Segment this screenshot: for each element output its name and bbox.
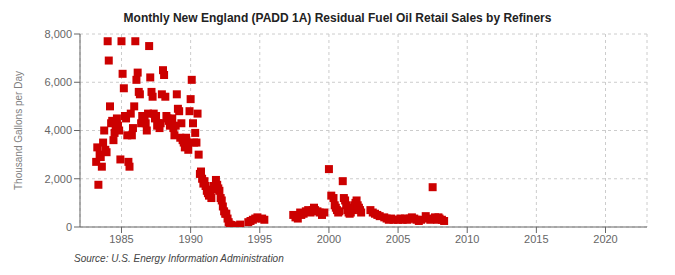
svg-text:Thousand Gallons per Day: Thousand Gallons per Day [13,71,24,190]
svg-text:8,000: 8,000 [44,28,72,40]
html-text:Monthly New England (PADD 1A): Monthly New England (PADD 1A) Residual F… [123,11,552,25]
svg-text:1985: 1985 [109,233,133,245]
svg-text:2020: 2020 [593,233,617,245]
svg-text:2015: 2015 [524,233,548,245]
svg-text:6,000: 6,000 [44,76,72,88]
svg-text:2010: 2010 [455,233,479,245]
svg-text:2005: 2005 [386,233,410,245]
html-text:Source: U.S. Energy Informatio: Source: U.S. Energy Information Administ… [74,253,284,264]
svg-text:4,000: 4,000 [44,124,72,136]
svg-text:2000: 2000 [317,233,341,245]
svg-text:2,000: 2,000 [44,173,72,185]
svg-text:1990: 1990 [178,233,202,245]
svg-text:0: 0 [66,221,72,233]
svg-text:1995: 1995 [248,233,272,245]
